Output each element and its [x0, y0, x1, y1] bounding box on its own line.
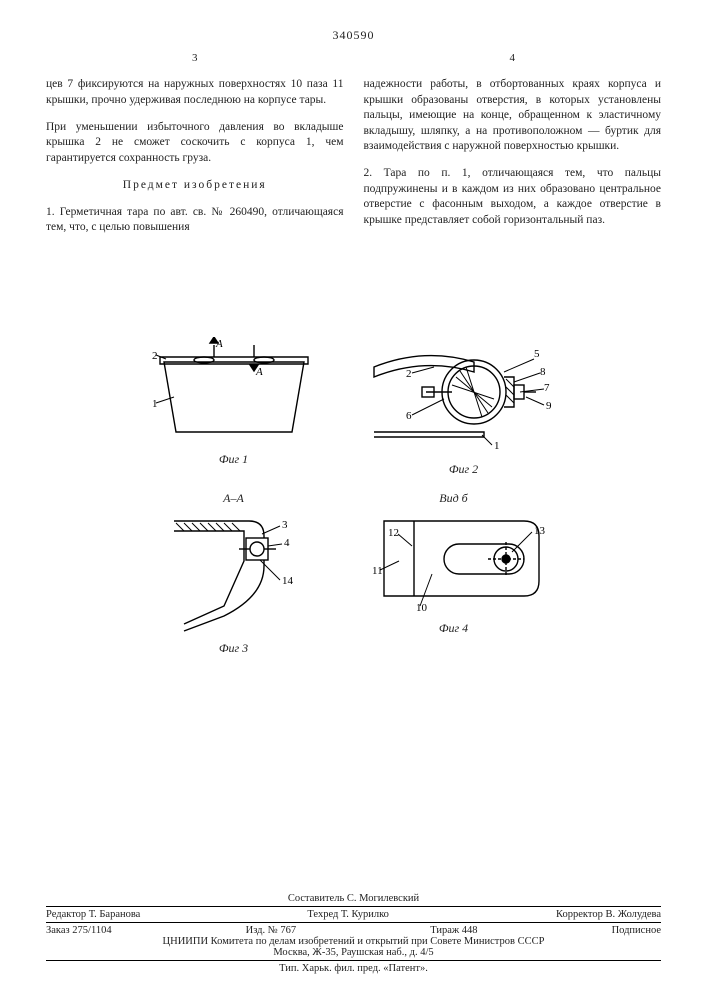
fig3-label-14: 14: [282, 575, 294, 587]
corrector: Корректор В. Жолудева: [556, 909, 661, 920]
left-column: 3 цев 7 фиксируются на наружных поверхно…: [46, 51, 344, 247]
fig3-svg: 3 4 14: [154, 506, 314, 636]
fig1-caption: Фиг 1: [144, 452, 324, 467]
figure-row-1: 2 1 А А Фиг 1: [46, 337, 661, 477]
fig3: А–А: [154, 491, 314, 656]
doc-number: 340590: [46, 28, 661, 43]
figures-block: 2 1 А А Фиг 1: [46, 337, 661, 656]
footer-rule-3: [46, 960, 661, 961]
credits-row: Редактор Т. Баранова Техред Т. Курилко К…: [46, 909, 661, 920]
izd: Изд. № 767: [246, 925, 297, 936]
footer-rule-2: [46, 922, 661, 923]
fig3-label-3: 3: [282, 519, 288, 531]
fig1-label-A1: А: [215, 338, 223, 350]
fig1: 2 1 А А Фиг 1: [144, 337, 324, 477]
left-claim1: 1. Герметичная тара по авт. св. № 260490…: [46, 205, 344, 236]
fig1-svg: 2 1 А А: [144, 337, 324, 447]
fig2-label-6: 6: [406, 410, 412, 422]
editor: Редактор Т. Баранова: [46, 909, 140, 920]
fig3-label-4: 4: [284, 537, 290, 549]
org: ЦНИИПИ Комитета по делам изобретений и о…: [46, 936, 661, 947]
techred: Техред Т. Курилко: [307, 909, 389, 920]
fig4-label-12: 12: [388, 527, 399, 539]
tirazh: Тираж 448: [430, 925, 477, 936]
left-p1: цев 7 фиксируются на наружных поверхност…: [46, 77, 344, 108]
order: Заказ 275/1104: [46, 925, 112, 936]
fig1-label-A2: А: [255, 366, 263, 378]
fig4: Вид б 12 11 10 13: [354, 491, 554, 656]
fig3-section-label: А–А: [154, 491, 314, 506]
right-col-num: 4: [364, 51, 662, 66]
right-p1: надежности работы, в отбортованных краях…: [364, 77, 662, 155]
fig2-label-2: 2: [406, 368, 412, 380]
footer-rule-1: [46, 906, 661, 907]
compiler: Составитель С. Могилевский: [46, 893, 661, 904]
fig4-label-10: 10: [416, 602, 428, 614]
subscr: Подписное: [612, 925, 661, 936]
printer: Тип. Харьк. фил. пред. «Патент».: [46, 963, 661, 974]
footer: Составитель С. Могилевский Редактор Т. Б…: [46, 893, 661, 974]
fig4-view-label: Вид б: [354, 491, 554, 506]
pub-row: Заказ 275/1104 Изд. № 767 Тираж 448 Подп…: [46, 925, 661, 936]
left-col-num: 3: [46, 51, 344, 66]
left-p2: При уменьшении избыточного давления во в…: [46, 120, 344, 167]
fig4-label-13: 13: [534, 525, 546, 537]
fig2: 5 8 7 9 2 6 1 Фиг 2: [364, 337, 564, 477]
subject-heading: Предмет изобретения: [46, 178, 344, 194]
fig4-label-11: 11: [372, 565, 383, 577]
figure-row-2: А–А: [46, 491, 661, 656]
fig4-svg: 12 11 10 13: [354, 506, 554, 616]
fig2-label-5: 5: [534, 348, 540, 360]
fig2-svg: 5 8 7 9 2 6 1: [364, 337, 564, 457]
addr: Москва, Ж-35, Раушская наб., д. 4/5: [46, 947, 661, 958]
fig4-caption: Фиг 4: [354, 621, 554, 636]
fig1-label-2: 2: [152, 350, 158, 362]
patent-page: 340590 3 цев 7 фиксируются на наружных п…: [0, 0, 707, 1000]
fig2-label-1: 1: [494, 440, 500, 452]
fig2-label-9: 9: [546, 400, 552, 412]
fig2-caption: Фиг 2: [364, 462, 564, 477]
right-claim2: 2. Тара по п. 1, отличающаяся тем, что п…: [364, 166, 662, 228]
fig2-label-7: 7: [544, 382, 550, 394]
fig2-label-8: 8: [540, 366, 546, 378]
fig3-caption: Фиг 3: [154, 641, 314, 656]
fig1-label-1: 1: [152, 398, 158, 410]
right-column: 4 надежности работы, в отбортованных кра…: [364, 51, 662, 247]
text-columns: 3 цев 7 фиксируются на наружных поверхно…: [46, 51, 661, 247]
